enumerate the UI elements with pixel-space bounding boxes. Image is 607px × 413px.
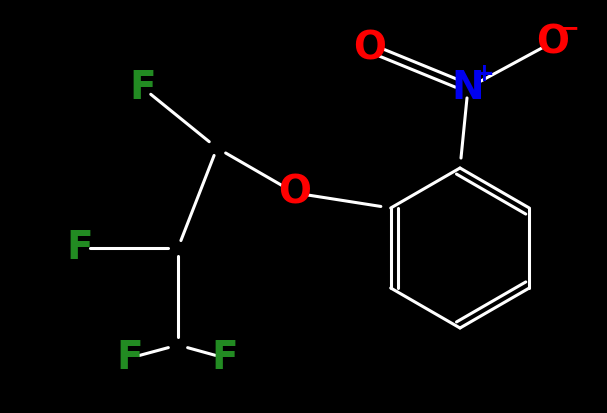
Text: +: +	[473, 62, 495, 86]
Text: O: O	[537, 23, 569, 61]
Text: F: F	[212, 339, 239, 377]
Text: N: N	[452, 69, 484, 107]
Text: O: O	[279, 174, 311, 212]
Text: F: F	[130, 69, 157, 107]
Text: F: F	[67, 229, 93, 267]
Text: F: F	[117, 339, 143, 377]
Text: −: −	[558, 16, 580, 40]
Text: O: O	[353, 29, 387, 67]
